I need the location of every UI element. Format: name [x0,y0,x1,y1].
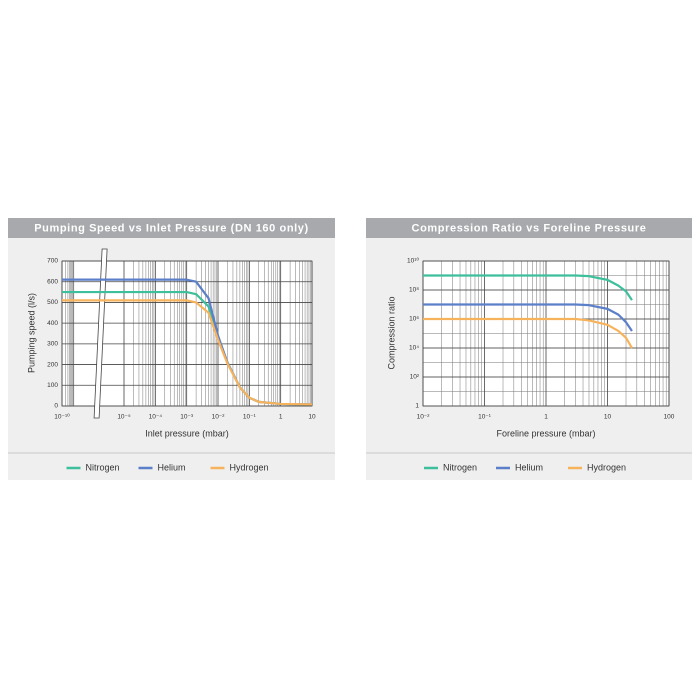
series-line [62,299,313,406]
series-line [423,274,633,301]
x-tick-label: 10⁻⁵ [117,414,131,421]
x-tick-label: 10⁻² [417,414,431,421]
y-tick-label: 10² [410,374,420,381]
y-tick-label: 1 [415,403,419,410]
x-axis-label: Inlet pressure (mbar) [145,428,229,438]
x-tick-label: 10⁻³ [180,414,194,421]
series-line [423,303,633,332]
y-tick-label: 400 [47,320,58,327]
y-tick-label: 200 [47,361,58,368]
x-tick-label: 10⁻¹ [478,414,492,421]
y-tick-label: 0 [54,403,58,410]
x-tick-label: 1 [544,414,548,421]
title-bar [366,218,692,238]
legend-label: Hydrogen [230,462,269,472]
y-tick-label: 10¹⁰ [407,257,419,265]
legend-label: Nitrogen [443,462,477,472]
x-axis-label: Foreline pressure (mbar) [496,428,595,438]
x-tick-label: 10⁻¹ [243,414,257,421]
chart-title: Compression Ratio vs Foreline Pressure [412,222,647,234]
chart-title: Pumping Speed vs Inlet Pressure (DN 160 … [34,222,309,234]
x-tick-label: 10 [308,414,316,421]
y-tick-label: 600 [47,278,58,285]
y-tick-label: 500 [47,299,58,306]
y-tick-label: 300 [47,341,58,348]
x-tick-label: 1 [279,414,283,421]
y-tick-label: 10⁸ [409,287,419,294]
y-axis-label: Compression ratio [386,296,396,369]
y-tick-label: 10⁶ [409,316,419,323]
title-bar [8,218,335,238]
legend-label: Hydrogen [587,462,626,472]
y-tick-label: 10⁴ [409,345,419,352]
y-axis-label: Pumping speed (l/s) [26,293,36,373]
x-tick-label: 100 [664,414,675,421]
legend-label: Nitrogen [86,462,120,472]
x-tick-label: 10 [604,414,612,421]
x-tick-label: 10⁻¹⁰ [54,413,70,421]
legend-label: Helium [515,462,543,472]
series-line [423,317,633,349]
y-tick-label: 700 [47,258,58,265]
x-tick-label: 10⁻² [212,414,226,421]
y-tick-label: 100 [47,382,58,389]
legend-label: Helium [158,462,186,472]
x-tick-label: 10⁻⁴ [149,414,163,421]
